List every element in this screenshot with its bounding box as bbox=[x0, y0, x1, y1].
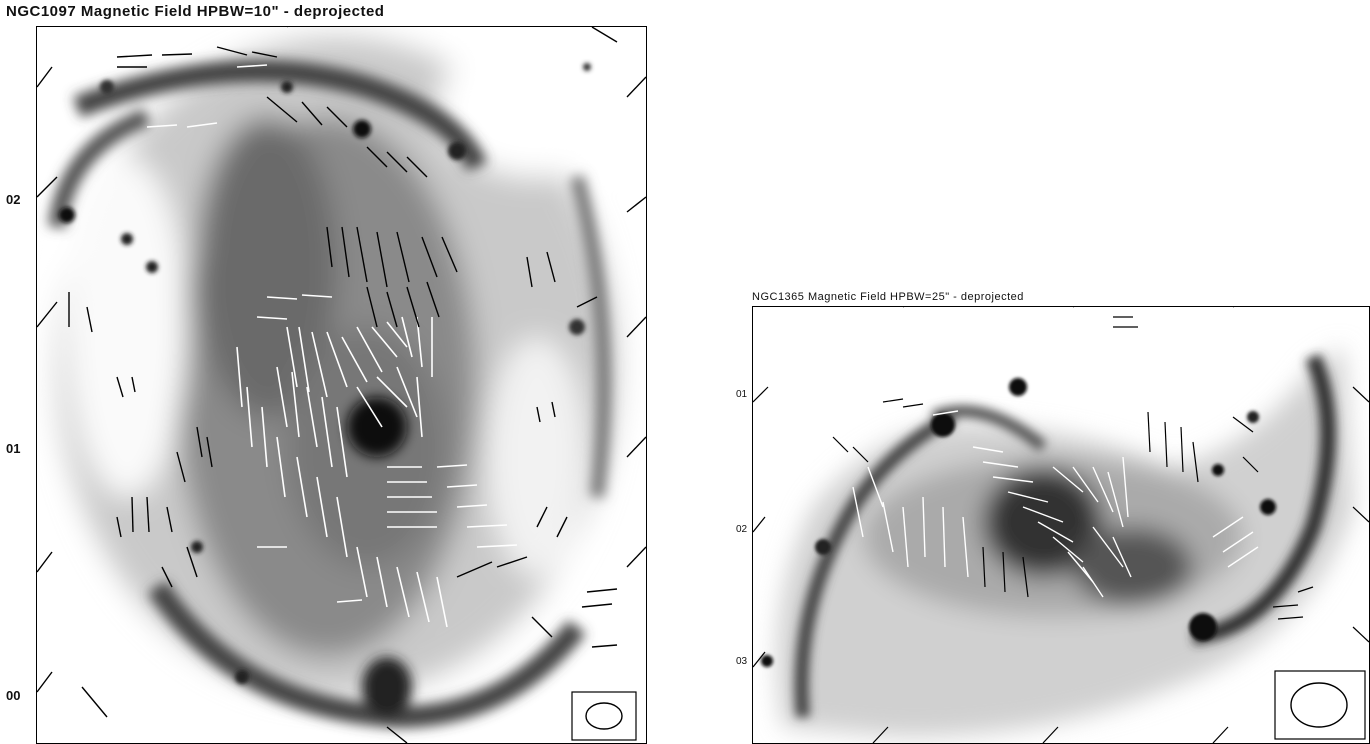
beam-indicator-2 bbox=[1274, 670, 1366, 740]
galaxy-disk-2 bbox=[777, 347, 1353, 737]
panel1-title: NGC1097 Magnetic Field HPBW=10" - deproj… bbox=[6, 3, 385, 20]
panel2-ytick-01: 01 bbox=[736, 389, 748, 400]
panel2-ytick-03: 03 bbox=[736, 656, 748, 667]
polarization-vectors-black bbox=[37, 27, 646, 743]
panel2-title: NGC1365 Magnetic Field HPBW=25" - deproj… bbox=[752, 291, 1024, 303]
panel2-ytick-02: 02 bbox=[736, 524, 748, 535]
galaxy-image-ngc1365 bbox=[752, 306, 1370, 744]
panel1-ytick-02: 02 bbox=[6, 192, 21, 207]
galaxy-image-ngc1097 bbox=[36, 26, 647, 744]
panel1-ytick-00: 00 bbox=[6, 688, 21, 703]
spiral-arms bbox=[48, 60, 611, 729]
star-knots-2 bbox=[761, 378, 1276, 667]
beam-indicator bbox=[571, 691, 637, 741]
polarization-vectors-white-2 bbox=[852, 406, 1259, 598]
ngc1365-map bbox=[753, 307, 1369, 743]
polarization-vectors-black-2 bbox=[753, 307, 1369, 743]
star-knots bbox=[59, 63, 591, 684]
polarization-vectors-white bbox=[146, 64, 518, 628]
ngc1097-map bbox=[37, 27, 646, 743]
galaxy-disk bbox=[57, 37, 637, 697]
panel1-ytick-01: 01 bbox=[6, 441, 21, 456]
